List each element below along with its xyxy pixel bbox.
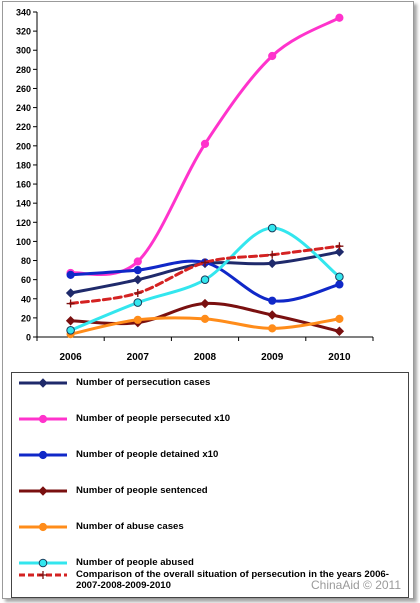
legend-swatch-marker: [38, 450, 48, 460]
data-point: [201, 258, 209, 267]
y-tick-label: 40: [21, 294, 31, 304]
legend-swatch-marker: [38, 378, 48, 388]
y-tick-label: 20: [21, 313, 31, 323]
y-tick-label: 220: [16, 122, 31, 132]
x-tick-label: 2007: [127, 352, 150, 363]
line-chart: 0 20 40 60 80 100 120 140 160 180 200 220 240 260 280 3…: [16, 8, 374, 363]
legend-label: Number of people detained x10: [76, 449, 219, 460]
legend-item: Number of people sentenced: [16, 485, 402, 497]
series-5: [66, 223, 344, 335]
legend-swatch: [19, 450, 67, 460]
data-point: [268, 324, 277, 333]
y-tick-label: 160: [16, 180, 31, 190]
data-point: [335, 280, 344, 289]
chart-frame: 0 20 40 60 80 100 120 140 160 180 200 220 240 260 280 3…: [2, 1, 414, 599]
legend-swatch: [19, 378, 67, 388]
legend-label: Number of people sentenced: [76, 485, 208, 496]
watermark: ChinaAid © 2011: [310, 578, 401, 592]
data-point: [65, 288, 76, 298]
data-point: [133, 265, 142, 275]
legend-label: Number of people persecuted x10: [76, 413, 231, 424]
legend-swatch-marker: [38, 486, 48, 496]
legend-swatch-marker: [38, 522, 48, 532]
legend-item: Number of people detained x10: [16, 449, 402, 461]
data-point: [66, 326, 75, 335]
data-point: [200, 139, 210, 149]
data-point: [268, 296, 277, 305]
data-point: [133, 257, 142, 266]
legend-item: Number of persecution cases: [16, 377, 402, 389]
data-point: [335, 314, 344, 323]
data-point: [335, 242, 344, 251]
y-tick-label: 180: [16, 160, 31, 170]
x-tick-label: 2006: [59, 352, 82, 363]
legend-swatch: [19, 571, 67, 579]
legend-swatch-marker: [39, 571, 47, 579]
data-point: [334, 326, 345, 336]
data-point: [267, 258, 277, 269]
y-tick-label: 200: [16, 141, 31, 151]
data-point: [65, 316, 76, 326]
y-tick-label: 300: [16, 46, 31, 56]
y-tick-label: 280: [16, 65, 31, 75]
data-point: [66, 270, 75, 279]
legend-swatch-marker: [38, 414, 48, 424]
data-point: [133, 298, 143, 307]
y-tick-label: 240: [16, 103, 31, 113]
data-point: [335, 13, 344, 22]
y-tick-label: 100: [16, 237, 31, 247]
x-tick-label: 2010: [328, 352, 351, 363]
y-tick-label: 320: [16, 27, 31, 37]
y-tick-label: 340: [16, 8, 31, 18]
y-tick-label: 260: [16, 84, 31, 94]
legend-label: Number of persecution cases: [76, 377, 211, 388]
data-point: [200, 275, 210, 284]
legend: Number of persecution cases Number of peo…: [11, 372, 409, 598]
legend-item: Number of people abused: [16, 557, 402, 569]
legend-label: Number of abuse cases: [76, 521, 184, 532]
data-point: [268, 51, 277, 61]
axes: 0 20 40 60 80 100 120 140 160 180 200 220 240 260 280 3…: [16, 8, 374, 363]
data-point: [267, 223, 277, 233]
legend-label: Number of people abused: [76, 557, 194, 568]
data-point: [267, 310, 277, 320]
legend-item: Comparison of the overall situation of p…: [16, 569, 402, 591]
legend-label: Comparison of the overall situation of p…: [76, 569, 389, 591]
legend-swatch: [19, 558, 67, 568]
y-tick-label: 140: [16, 199, 31, 209]
series-6: [66, 242, 344, 308]
data-point: [66, 299, 75, 308]
y-tick-label: 80: [21, 256, 31, 266]
data-point: [200, 298, 210, 309]
data-point: [133, 315, 142, 324]
legend-swatch: [19, 414, 67, 424]
y-tick-label: 0: [26, 333, 31, 343]
legend-swatch: [19, 486, 67, 496]
legend-swatch: [19, 522, 67, 532]
data-point: [335, 272, 344, 282]
data-point: [133, 289, 142, 298]
series-1: [66, 13, 344, 278]
series-4: [66, 314, 344, 339]
x-tick-label: 2009: [261, 352, 284, 363]
x-tick-label: 2008: [194, 352, 217, 363]
y-tick-label: 60: [21, 275, 31, 285]
data-point: [133, 274, 143, 285]
series-layer: [65, 13, 345, 339]
legend-item: Number of people persecuted x10: [16, 413, 402, 425]
data-point: [268, 250, 277, 259]
legend-swatch-marker: [38, 558, 48, 568]
legend-item: Number of abuse cases: [16, 521, 402, 533]
data-point: [334, 247, 345, 257]
y-tick-label: 120: [16, 218, 31, 228]
data-point: [200, 314, 210, 323]
